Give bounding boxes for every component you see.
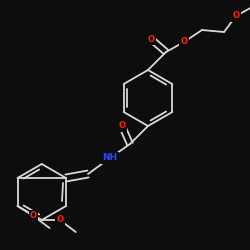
Text: NH: NH [102, 154, 118, 162]
Text: O: O [180, 38, 188, 46]
Text: O: O [118, 122, 126, 130]
Text: O: O [232, 12, 239, 20]
Text: O: O [148, 34, 154, 43]
Text: O: O [56, 216, 63, 224]
Text: O: O [30, 212, 37, 220]
